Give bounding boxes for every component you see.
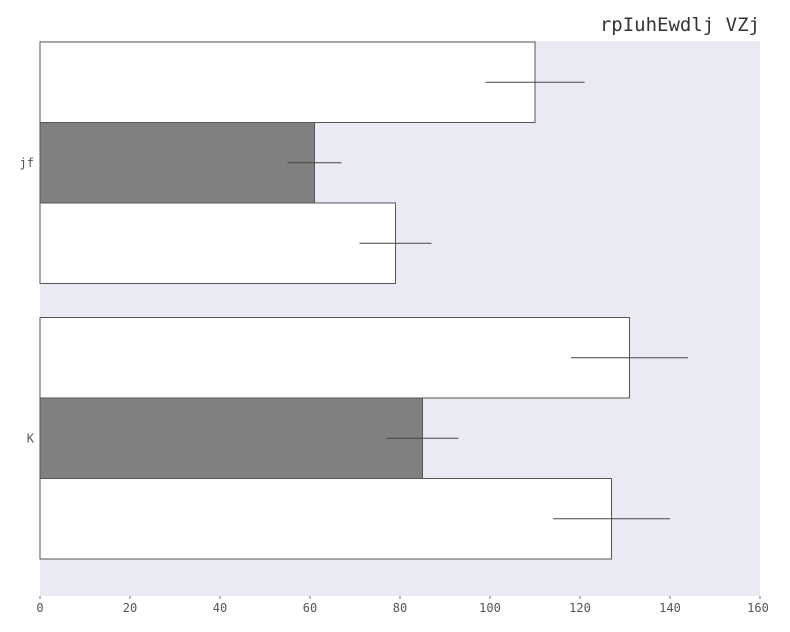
x-tick-label: 60 xyxy=(303,601,317,615)
x-tick-label: 40 xyxy=(213,601,227,615)
bar-group xyxy=(39,41,630,560)
x-tick-label: 140 xyxy=(659,601,681,615)
y-axis-ticks: jf K xyxy=(20,156,35,446)
bar-K-series-2 xyxy=(39,397,423,479)
y-tick-label: jf xyxy=(20,156,34,170)
x-tick-label: 120 xyxy=(569,601,591,615)
error-bar-group xyxy=(287,81,688,520)
bar-K-series-3 xyxy=(39,478,612,560)
x-tick-label: 80 xyxy=(393,601,407,615)
bar-jf-series-3 xyxy=(39,202,396,284)
x-tick-label: 20 xyxy=(123,601,137,615)
bar-jf-series-1 xyxy=(39,41,536,123)
chart-title: rpIuhEwdlj VZj xyxy=(600,14,760,36)
x-tick-label: 160 xyxy=(747,601,769,615)
x-tick-label: 0 xyxy=(36,601,43,615)
bar-jf-series-2 xyxy=(39,122,315,204)
x-axis-ticks: 0 20 40 60 80 100 120 140 160 xyxy=(36,596,769,615)
y-tick-label: K xyxy=(27,431,35,445)
bar-K-series-1 xyxy=(39,317,630,399)
x-tick-label: 100 xyxy=(479,601,501,615)
